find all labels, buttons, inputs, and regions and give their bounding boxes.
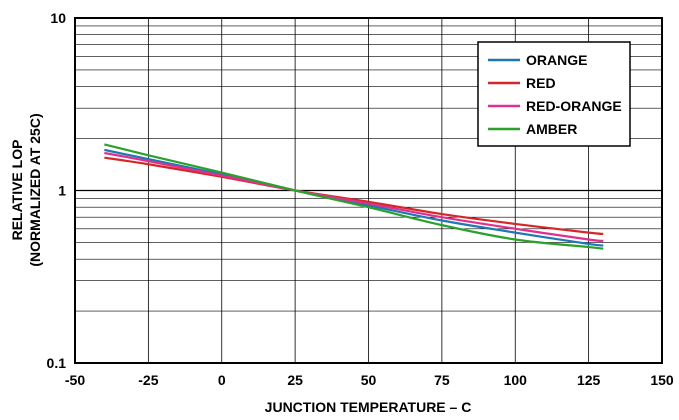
legend-label-orange: ORANGE bbox=[526, 52, 587, 68]
series-line-red bbox=[104, 156, 604, 236]
x-tick-label: 100 bbox=[504, 372, 528, 388]
x-tick-label: 75 bbox=[434, 372, 450, 388]
x-tick-label: 125 bbox=[577, 372, 601, 388]
legend-label-red-orange: RED-ORANGE bbox=[526, 98, 622, 114]
x-tick-label: 50 bbox=[361, 372, 377, 388]
y-tick-label: 1 bbox=[58, 183, 66, 199]
y-tick-label: 0.1 bbox=[47, 355, 67, 371]
series-line-amber bbox=[104, 143, 604, 250]
x-tick-label: -25 bbox=[138, 372, 158, 388]
x-tick-label: 0 bbox=[218, 372, 226, 388]
legend-label-red: RED bbox=[526, 75, 556, 91]
y-axis-ticks: 0.1 1 10 bbox=[47, 10, 67, 371]
series-line-orange bbox=[104, 148, 604, 247]
x-tick-label: 150 bbox=[650, 372, 674, 388]
legend-label-amber: AMBER bbox=[526, 121, 577, 137]
plot-frame bbox=[74, 17, 663, 364]
y-axis-title-line1: RELATIVE LOP bbox=[9, 140, 25, 241]
y-tick-label: 10 bbox=[50, 10, 66, 26]
x-tick-label: -50 bbox=[65, 372, 85, 388]
x-axis-title: JUNCTION TEMPERATURE – C bbox=[265, 399, 472, 415]
series-line-red-orange bbox=[104, 151, 604, 243]
y-axis-title-line2: (NORMALIZED AT 25C) bbox=[27, 113, 43, 266]
series-layer bbox=[104, 143, 604, 250]
x-axis-ticks: -50 -25 0 25 50 75 100 125 150 bbox=[65, 372, 674, 388]
x-tick-label: 25 bbox=[287, 372, 303, 388]
legend: ORANGE RED RED-ORANGE AMBER bbox=[477, 41, 631, 147]
